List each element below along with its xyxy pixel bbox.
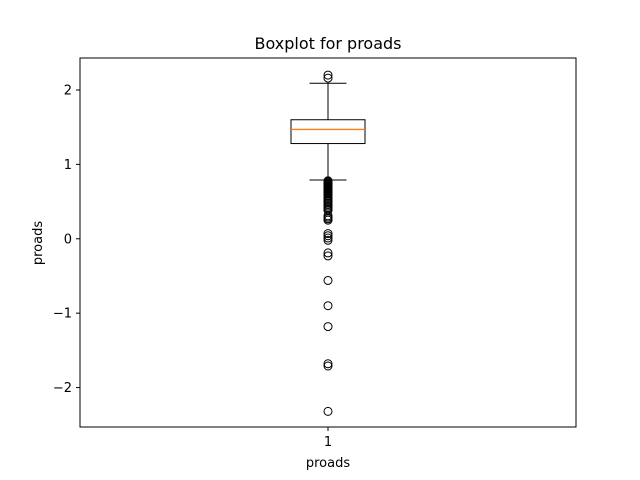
outlier-point <box>323 215 333 225</box>
outlier-point <box>323 322 333 332</box>
outlier-point <box>323 235 333 245</box>
outlier-point <box>323 229 333 239</box>
outlier-point <box>323 301 333 311</box>
outlier-point <box>323 406 333 416</box>
outlier-point <box>323 231 333 241</box>
iqr-box <box>290 119 366 145</box>
y-tick-label: −1 <box>53 307 72 322</box>
axes-frame <box>79 57 577 428</box>
outlier-point <box>323 248 333 258</box>
chart-title: Boxplot for proads <box>254 34 401 53</box>
outlier-point <box>323 361 333 371</box>
outlier-point <box>323 70 333 80</box>
plot-area: −2 −1 0 1 2 1 <box>53 70 366 450</box>
x-axis-label: proads <box>306 456 350 471</box>
outlier-point <box>323 233 333 243</box>
y-tick-label: 0 <box>64 232 72 247</box>
y-tick-label: 1 <box>64 158 72 173</box>
outlier-point <box>323 359 333 369</box>
outlier-point <box>323 73 333 83</box>
y-tick-label: 2 <box>64 83 72 98</box>
x-tick-label: 1 <box>324 435 332 450</box>
y-axis-label: proads <box>31 221 46 265</box>
outlier-point <box>323 275 333 285</box>
y-tick-label: −2 <box>53 381 72 396</box>
outlier-point <box>323 251 333 261</box>
